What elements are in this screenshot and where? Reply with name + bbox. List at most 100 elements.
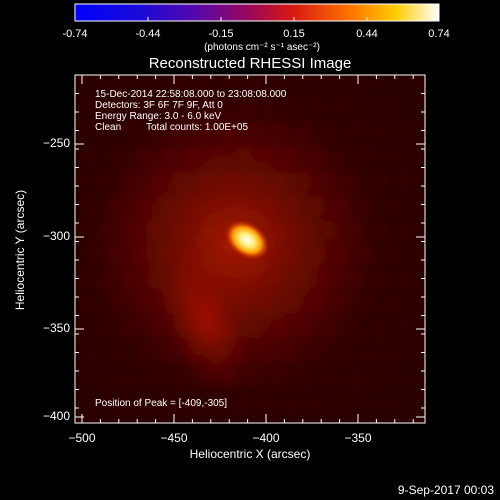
ripple-blob [75,221,89,239]
ripple-blob [258,396,276,414]
ripple-blob [146,271,164,289]
ripple-blob [258,96,276,114]
ripple-blob [271,321,289,339]
ripple-blob [333,396,351,414]
ripple-blob [321,75,339,89]
plot-frame [74,74,426,424]
total-counts-text: Total counts: 1.00E+05 [146,122,248,133]
ripple-blob [233,146,251,164]
ripple-blob [283,296,301,314]
ripple-blob [258,296,276,314]
ripple-blob [346,121,364,139]
ripple-blob [158,96,176,114]
ripple-blob [346,321,364,339]
ripple-blob [108,196,126,214]
ripple-blob [171,75,189,89]
ripple-blob [146,75,164,89]
ripple-blob [233,296,251,314]
ripple-blob [183,396,201,414]
ripple-blob [333,196,351,214]
x-tick-label: −400 [252,431,279,445]
plot-title: Reconstructed RHESSI Image [149,55,352,72]
ripple-blob [196,75,214,89]
ripple-blob [321,371,339,389]
y-tick-label: −250 [43,136,70,150]
ripple-blob [308,196,326,214]
ripple-blob [346,271,364,289]
ripple-blob [96,171,114,189]
ripple-blob [371,171,389,189]
ripple-blob [146,371,164,389]
ripple-blob [171,271,189,289]
emission-map [75,75,426,414]
ripple-blob [246,75,264,89]
ripple-blob [83,346,101,364]
colorbar-tick-label: -0.74 [62,28,87,40]
ripple-blob [96,371,114,389]
ripple-blob [283,346,301,364]
ripple-blob [321,271,339,289]
ripple-blob [83,296,101,314]
ripple-blob [408,296,425,314]
ripple-blob [296,321,314,339]
axis-ticks [75,74,425,423]
ripple-blob [121,75,139,89]
ripple-blob [396,321,414,339]
ripple-blob [208,246,226,264]
ripple-blob [371,121,389,139]
ripple-blob [333,296,351,314]
ripple-blob [358,146,376,164]
ripple-blob [158,196,176,214]
ripple-blob [146,121,164,139]
ripple-blob [321,171,339,189]
ripple-blob [246,171,264,189]
ripple-blob [83,146,101,164]
ripple-blob [233,396,251,414]
ripple-blob [121,321,139,339]
ripple-blob [271,271,289,289]
ripple-blob [196,271,214,289]
ripple-blob [121,221,139,239]
ripple-blob [146,171,164,189]
ripple-blob [346,371,364,389]
ripple-blob [108,146,126,164]
ripple-blob [221,171,239,189]
ripple-blob [196,221,214,239]
ripple-blob [133,346,151,364]
ripple-blob [408,346,425,364]
ripple-blob [83,96,101,114]
ripple-blob [171,371,189,389]
ripple-blob [283,196,301,214]
ripple-blob [221,321,239,339]
ripple-blob [308,96,326,114]
ripple-blob [96,321,114,339]
ripple-blob [183,296,201,314]
y-axis-label: Heliocentric Y (arcsec) [13,190,27,310]
ripple-blob [271,121,289,139]
ripple-blob [396,271,414,289]
image-area: 15-Dec-2014 22:58:08.000 to 23:08:08.000… [74,74,426,424]
ripple-blob [208,146,226,164]
ripple-blob [121,271,139,289]
ripple-blob [146,321,164,339]
y-tick-label: −400 [43,409,70,423]
ripple-blob [146,221,164,239]
source-core [225,220,269,260]
ripple-blob [158,346,176,364]
ripple-blob [233,196,251,214]
ripple-blob [296,271,314,289]
ripple-blob [371,75,389,89]
y-tick-label: −350 [43,321,70,335]
ripple-blob [358,396,376,414]
ripple-blob [408,396,426,414]
ripple-blob [75,371,89,389]
ripple-blob [246,371,264,389]
ripple-blob [171,321,189,339]
ripple-blob [396,371,414,389]
ripple-blob [158,246,176,264]
x-tick-label: −350 [344,431,371,445]
ripple-blob [158,396,176,414]
ripple-blob [346,75,364,89]
ripple-blob [258,146,276,164]
